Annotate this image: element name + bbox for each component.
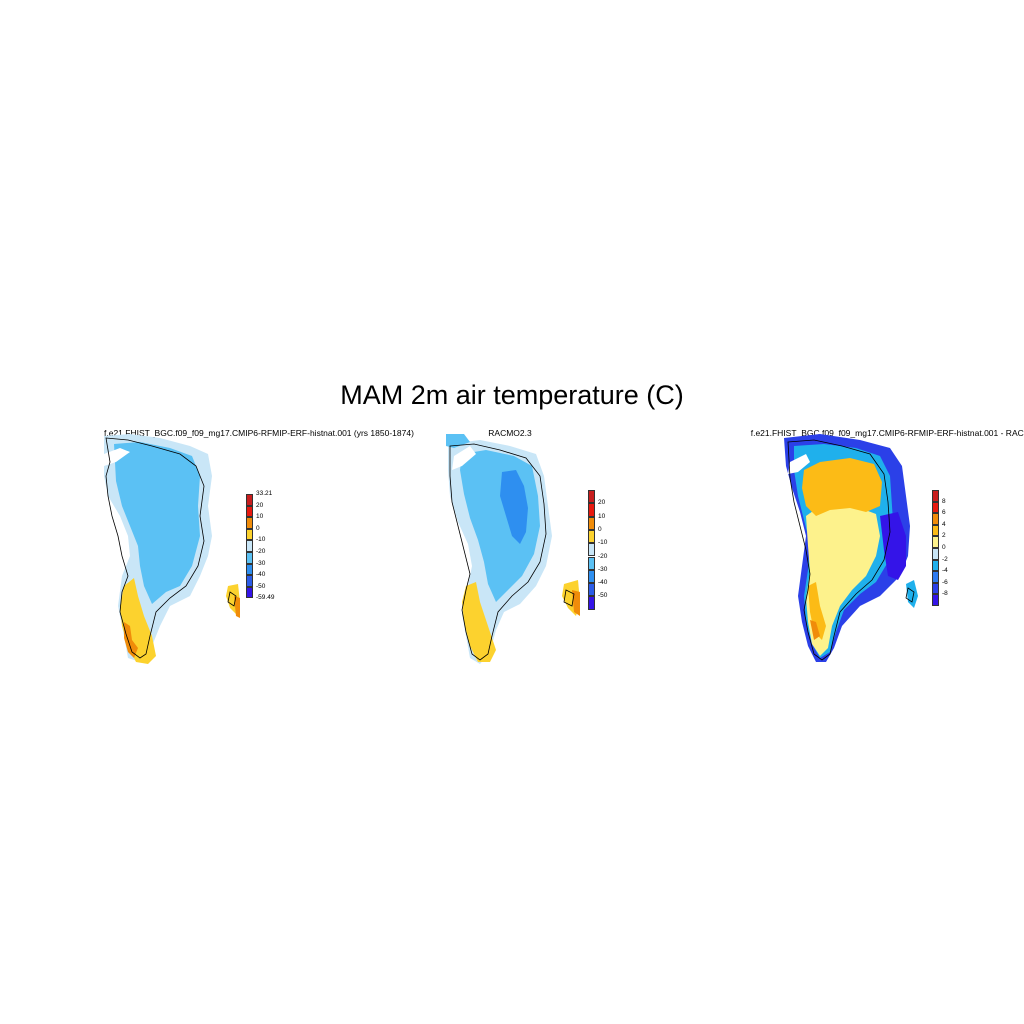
- region-south-warm: [808, 582, 826, 640]
- panel-model: f.e21.FHIST_BGC.f09_f09_mg17.CMIP6-RFMIP…: [100, 426, 440, 676]
- colorbar-label: 4: [942, 520, 946, 528]
- colorbar-swatch: [588, 529, 595, 544]
- colorbar-swatch: [246, 575, 253, 587]
- panel-title-diff: f.e21.FHIST_BGC.f09_f09_mg17.CMIP6-RFMIP…: [750, 428, 1024, 438]
- colorbar-swatch: [246, 552, 253, 564]
- colorbar-swatch: [588, 569, 595, 584]
- colorbar-swatch: [932, 501, 939, 514]
- coastline: [105, 437, 205, 659]
- colorbar-label: -4: [942, 567, 948, 575]
- colorbar-label: -40: [256, 571, 266, 579]
- colorbar-label: -6: [942, 578, 948, 586]
- colorbar-label: -30: [256, 559, 266, 567]
- region-south-orange: [810, 620, 820, 640]
- colorbar-label: 0: [942, 544, 946, 551]
- region-east-islands: [906, 580, 918, 608]
- map-obs: [446, 434, 580, 664]
- figure-title: MAM 2m air temperature (C): [340, 380, 684, 410]
- coastline: [449, 443, 547, 661]
- colorbar-label: -59.49: [256, 594, 275, 602]
- region-north-orange: [802, 458, 882, 516]
- colorbar-swatch: [932, 490, 939, 502]
- map-model: [104, 434, 240, 664]
- region-south-warm: [462, 582, 496, 662]
- colorbar-swatch: [588, 556, 595, 570]
- colorbar-label: 0: [256, 524, 260, 532]
- colorbar-label: 6: [942, 509, 946, 517]
- colorbar-label: -10: [598, 539, 608, 547]
- colorbar-label: 10: [256, 513, 264, 521]
- colorbar-label: 2: [942, 532, 946, 540]
- colorbar-label: 20: [598, 499, 606, 507]
- colorbar-swatch: [588, 596, 595, 610]
- panel-obs: RACMO2.3 20 10 0 -10 -20 -30 -40 -50: [440, 426, 780, 676]
- colorbar-swatch: [246, 540, 253, 552]
- colorbar-swatch: [932, 571, 939, 583]
- map-diff: [784, 434, 918, 662]
- colorbar-label: -50: [598, 592, 608, 600]
- region-east-dark: [880, 512, 906, 580]
- colorbar-swatch: [246, 528, 253, 541]
- colorbar-label: -50: [256, 582, 266, 590]
- panel-title-obs: RACMO2.3: [488, 428, 532, 438]
- colorbar-swatch: [932, 524, 939, 537]
- colorbar-swatch: [932, 582, 939, 595]
- region-east-orange: [234, 596, 240, 618]
- colorbar-label: 33.21: [256, 490, 273, 497]
- colorbar-swatch: [932, 548, 939, 560]
- region-interior-core: [500, 470, 528, 544]
- colorbar-swatch: [246, 517, 253, 529]
- colorbar-swatch: [246, 586, 253, 599]
- colorbar-label: -2: [942, 555, 948, 563]
- colorbar-swatch: [932, 536, 939, 548]
- colorbar-swatch: [246, 563, 253, 576]
- colorbar-label: 20: [256, 501, 264, 509]
- colorbar-label: 10: [598, 512, 606, 520]
- region-south-tip: [124, 622, 138, 658]
- colorbar-swatch: [246, 505, 253, 518]
- colorbar-label: -8: [942, 590, 948, 598]
- colorbar-swatch: [588, 503, 595, 517]
- colorbar-swatch: [932, 513, 939, 525]
- colorbar-swatch: [588, 516, 595, 530]
- colorbar-label: -20: [598, 552, 608, 560]
- colorbar-swatch: [588, 583, 595, 597]
- coastline: [787, 439, 891, 661]
- colorbar-swatch: [588, 490, 595, 504]
- colorbar-label: -20: [256, 548, 266, 555]
- region-nw-blue: [446, 434, 470, 448]
- panel-title-model: f.e21.FHIST_BGC.f09_f09_mg17.CMIP6-RFMIP…: [104, 428, 414, 438]
- panel-diff: f.e21.FHIST_BGC.f09_f09_mg17.CMIP6-RFMIP…: [751, 426, 1024, 676]
- colorbar-label: 0: [598, 525, 602, 533]
- colorbar-label: 8: [942, 497, 946, 505]
- colorbar-label: -10: [256, 536, 266, 544]
- colorbar-swatch: [588, 543, 595, 557]
- region-east-orange: [572, 590, 580, 616]
- colorbar-swatch: [932, 594, 939, 606]
- region-pale-yellow: [806, 506, 880, 656]
- colorbar-label: -30: [598, 565, 608, 573]
- colorbar-swatch: [246, 494, 253, 506]
- region-interior: [114, 442, 200, 604]
- colorbar-swatch: [932, 559, 939, 572]
- colorbar-label: -40: [598, 579, 608, 587]
